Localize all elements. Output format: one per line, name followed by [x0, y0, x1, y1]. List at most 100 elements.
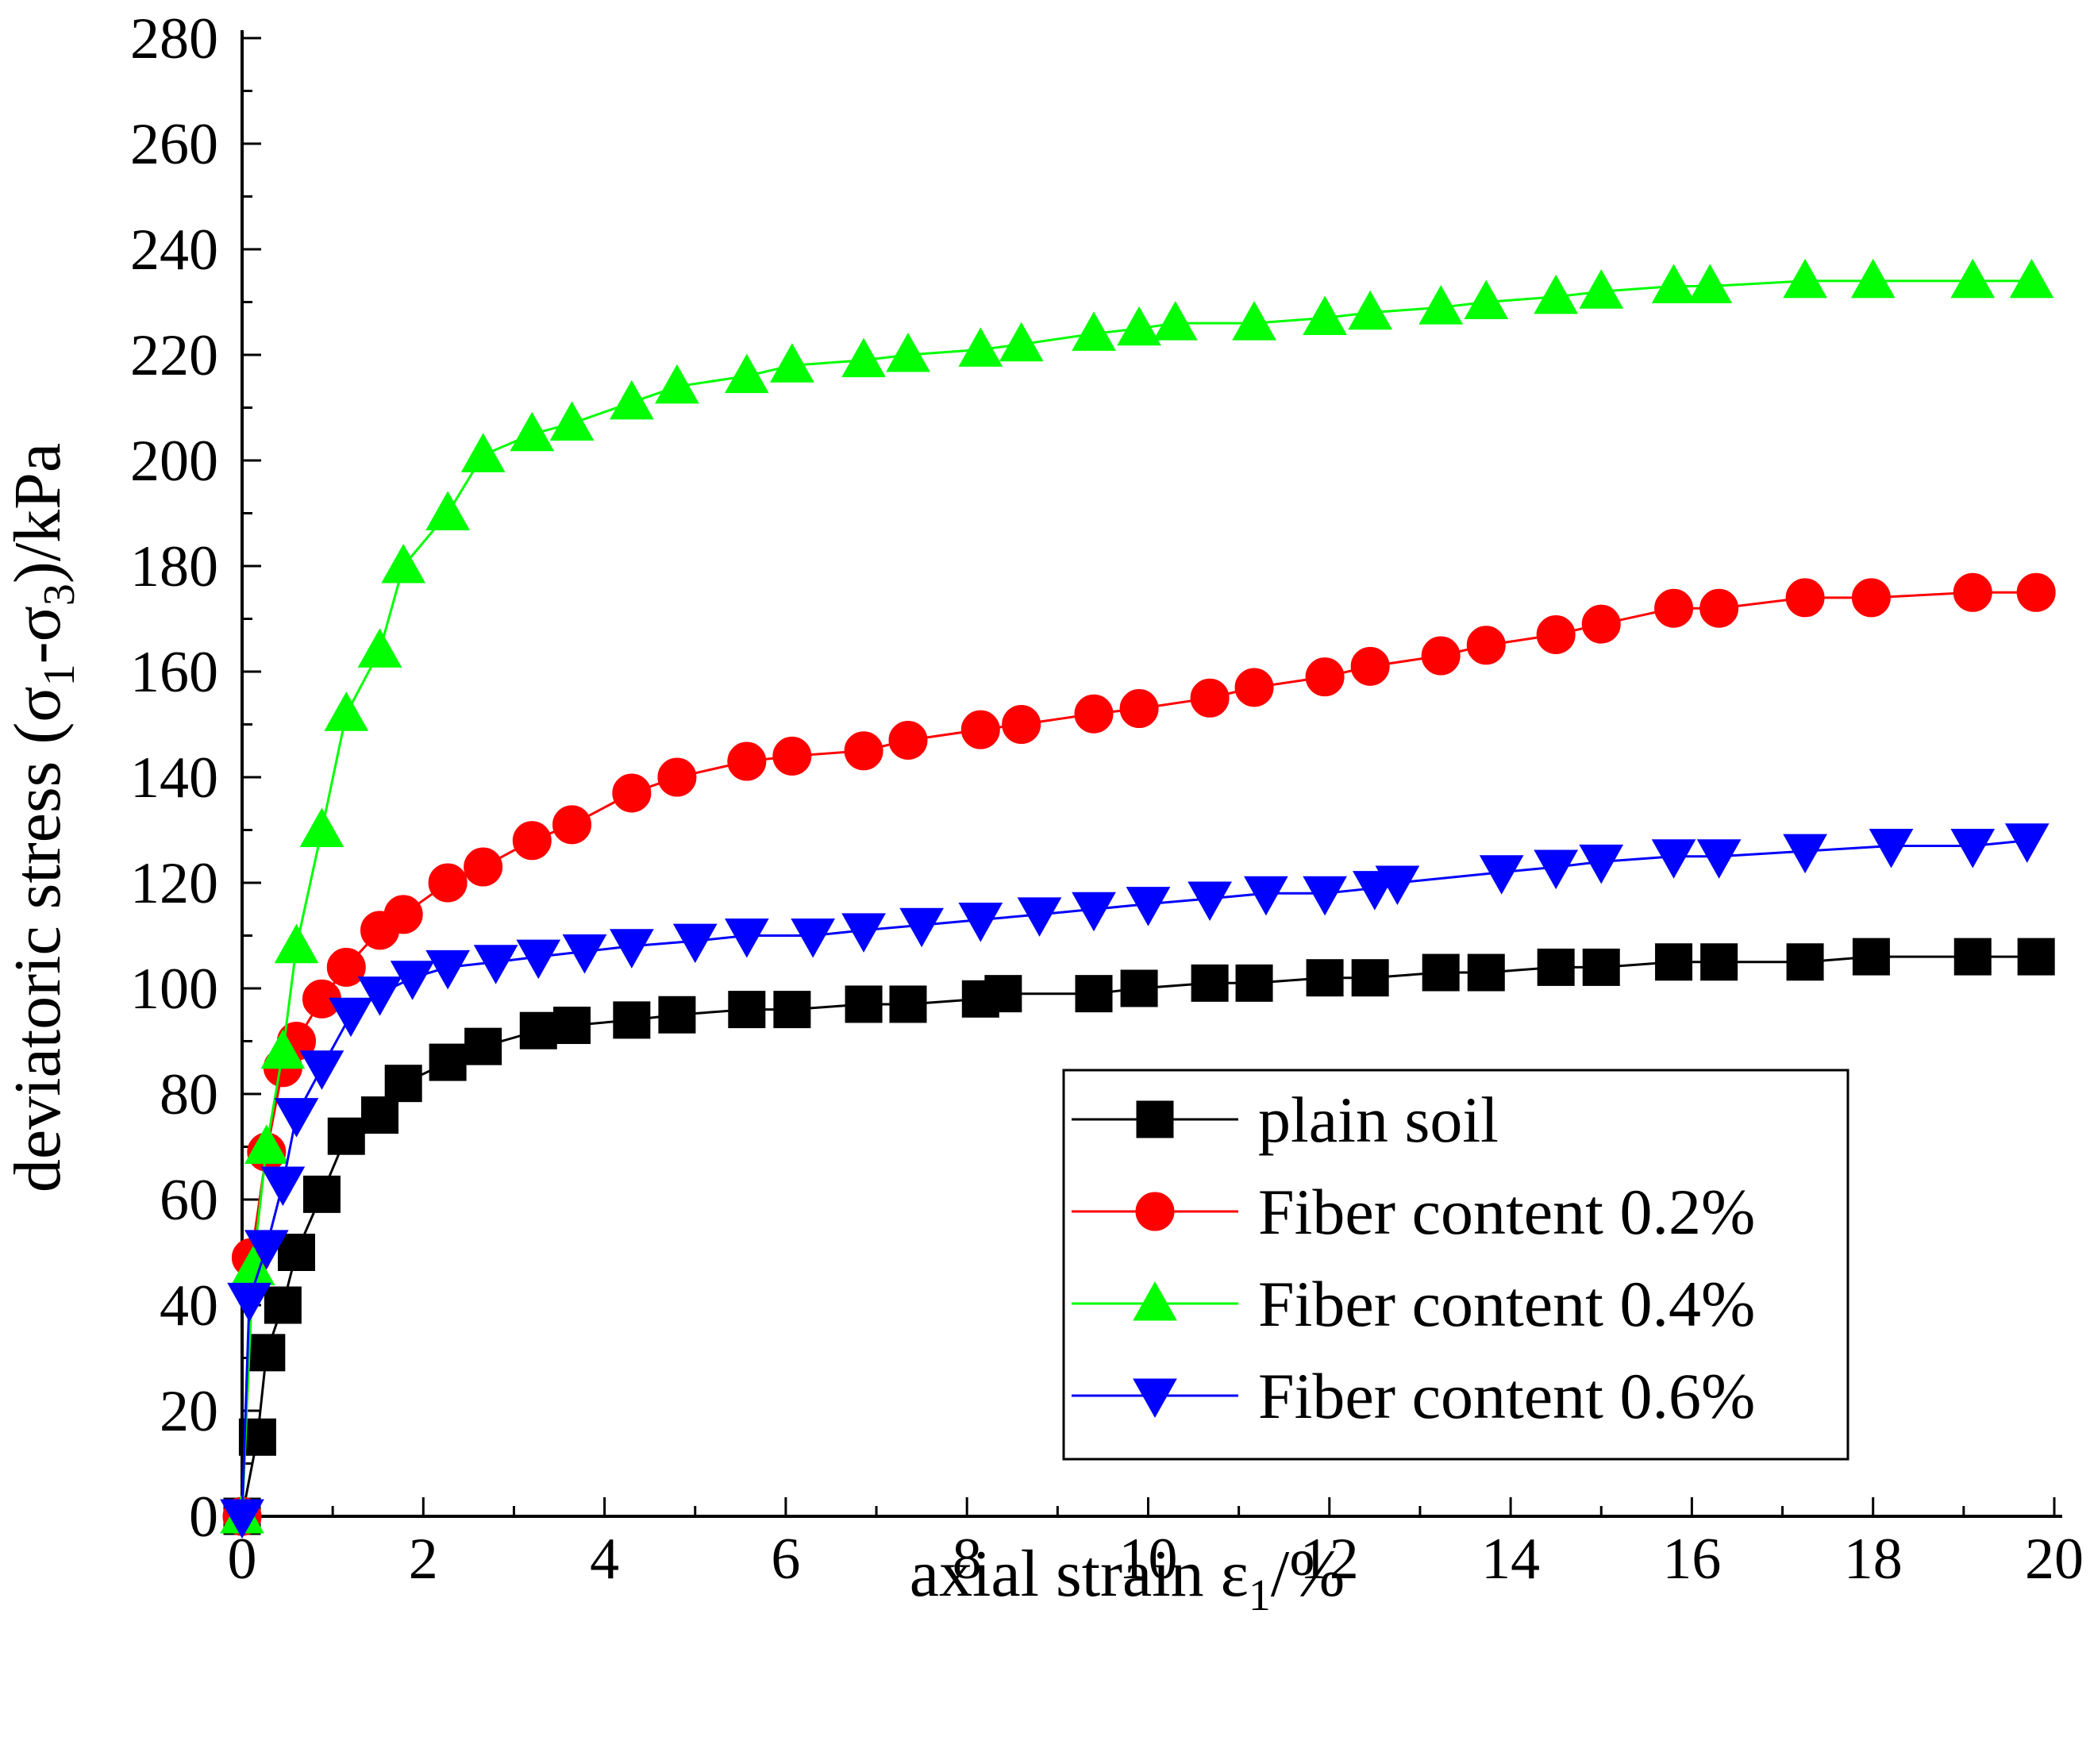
data-point	[1579, 269, 1624, 309]
data-point	[1303, 876, 1347, 916]
data-point	[2016, 572, 2056, 612]
data-point	[1072, 311, 1116, 351]
data-point	[1467, 953, 1505, 992]
data-point	[1950, 828, 1996, 869]
y-tick-label: 220	[130, 323, 218, 388]
legend: plain soil Fiber content 0.2% Fiber conten…	[1062, 1069, 1849, 1461]
x-tick-label: 6	[771, 1527, 800, 1592]
data-point	[889, 985, 927, 1023]
data-point	[1534, 849, 1579, 890]
data-point	[1187, 881, 1232, 921]
data-point	[1688, 264, 1733, 304]
data-point	[277, 1234, 315, 1271]
data-point	[244, 1230, 289, 1269]
data-point	[1582, 948, 1620, 986]
data-point	[326, 947, 366, 987]
data-point	[1351, 959, 1389, 997]
data-point	[1466, 626, 1506, 665]
data-point	[1306, 959, 1344, 997]
data-point	[1375, 865, 1420, 906]
data-point	[841, 913, 886, 953]
data-point	[609, 929, 654, 969]
y-tick-label: 100	[130, 957, 218, 1022]
data-point	[549, 401, 595, 441]
data-point	[327, 1117, 365, 1155]
data-point	[960, 710, 1000, 749]
legend-marker	[1135, 1192, 1175, 1231]
data-point	[299, 1050, 344, 1090]
legend-item: Fiber content 0.4%	[1072, 1268, 1755, 1340]
legend-label: Fiber content 0.4%	[1258, 1268, 1755, 1340]
data-point	[886, 332, 930, 372]
data-point	[1464, 279, 1509, 319]
data-point	[519, 1011, 557, 1050]
data-point	[553, 1007, 591, 1045]
data-point	[381, 543, 426, 584]
data-point	[1950, 258, 1996, 298]
data-point	[1120, 969, 1158, 1007]
data-point	[1350, 646, 1390, 686]
data-point	[1852, 938, 1890, 976]
data-point	[552, 805, 592, 845]
data-point	[1072, 892, 1116, 932]
data-point	[655, 364, 699, 404]
data-point	[562, 934, 607, 974]
data-point	[1232, 301, 1276, 341]
x-tick-label: 10	[1119, 1527, 1178, 1592]
data-point	[657, 757, 697, 797]
data-point	[244, 1124, 289, 1164]
series-layer	[220, 258, 2056, 1539]
data-point	[1581, 604, 1621, 644]
data-point	[1786, 943, 1824, 981]
legend-label: Fiber content 0.2%	[1258, 1176, 1755, 1248]
data-point	[724, 353, 769, 394]
data-point	[899, 907, 944, 948]
data-point	[1699, 588, 1739, 628]
data-point	[1244, 876, 1288, 916]
data-point	[770, 343, 814, 383]
data-point	[1655, 943, 1693, 981]
data-point	[1953, 572, 1992, 612]
data-point	[428, 863, 468, 903]
y-axis-title: deviatoric stress (σ1-σ3)/kPa	[1, 443, 84, 1192]
y-tick-label: 80	[160, 1062, 218, 1127]
data-point	[1075, 975, 1113, 1013]
data-point	[425, 949, 470, 990]
data-point	[1348, 290, 1393, 330]
y-tick-label: 240	[130, 218, 218, 283]
y-tick-label: 40	[160, 1273, 218, 1338]
data-point	[2009, 258, 2054, 298]
y-tick-label: 160	[130, 640, 218, 705]
data-point	[1953, 938, 1992, 976]
x-tick-label: 16	[1662, 1527, 1721, 1592]
data-point	[609, 379, 654, 420]
data-point	[1074, 694, 1114, 734]
y-tick-label: 20	[160, 1379, 218, 1444]
data-point	[248, 1334, 286, 1372]
data-point	[658, 996, 696, 1034]
data-point	[1479, 855, 1524, 895]
data-point	[1579, 844, 1624, 884]
y-tick-label: 200	[130, 429, 218, 494]
data-point	[724, 919, 769, 958]
data-point	[324, 691, 369, 731]
y-tick-label: 0	[189, 1485, 218, 1550]
series-4	[220, 823, 2050, 1539]
data-point	[1191, 964, 1229, 1002]
x-tick-label: 2	[409, 1527, 438, 1592]
legend-item: Fiber content 0.2%	[1072, 1176, 1755, 1248]
data-point	[672, 923, 718, 964]
data-point	[727, 741, 767, 781]
data-point	[220, 1499, 264, 1539]
x-tick-label: 12	[1300, 1527, 1359, 1592]
data-point	[516, 939, 561, 980]
data-point	[302, 1175, 341, 1213]
data-point	[510, 411, 555, 452]
legend-marker	[1133, 1378, 1177, 1419]
data-point	[260, 1029, 306, 1069]
data-point	[1119, 689, 1159, 729]
y-tick-label: 180	[130, 534, 218, 599]
data-point	[1536, 614, 1576, 654]
data-point	[1785, 578, 1825, 618]
